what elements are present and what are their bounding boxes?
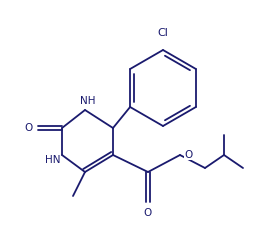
Text: O: O bbox=[25, 123, 33, 133]
Text: NH: NH bbox=[80, 96, 96, 106]
Text: HN: HN bbox=[45, 155, 61, 165]
Text: O: O bbox=[144, 208, 152, 218]
Text: O: O bbox=[184, 150, 192, 160]
Text: Cl: Cl bbox=[157, 28, 168, 38]
